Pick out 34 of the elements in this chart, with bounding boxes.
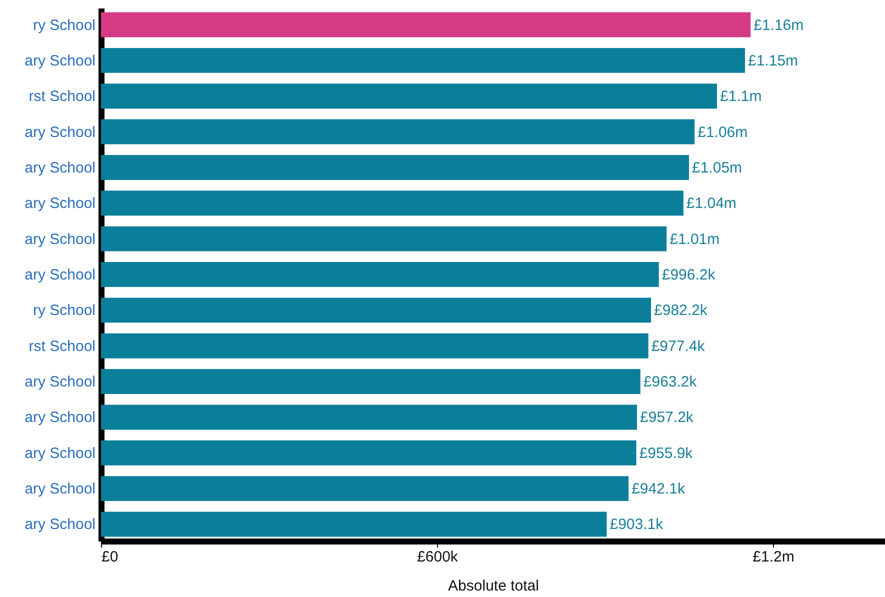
y-tick-label: ary School (24, 374, 96, 391)
y-tick-label: ary School (24, 159, 96, 176)
data-label: £942.1k (632, 480, 686, 498)
data-label: £1.16m (754, 16, 804, 34)
data-label: £1.05m (692, 159, 742, 176)
x-tick-label: £0 (102, 548, 118, 566)
x-tick-label: £600k (417, 548, 458, 566)
data-label: £1.15m (748, 52, 798, 70)
y-tick-label: ary School (24, 195, 96, 212)
data-label: £982.2k (654, 302, 708, 320)
data-label: £977.4k (651, 338, 706, 355)
y-tick-label: ary School (24, 266, 96, 284)
data-label: £1.01m (670, 230, 720, 248)
data-label: £957.2k (640, 409, 694, 426)
y-tick-label: ary School (24, 230, 96, 248)
y-tick-label: rst School (28, 338, 96, 355)
data-label: £963.2k (643, 374, 698, 391)
y-tick-label: ry School (32, 302, 96, 320)
x-axis-title: Absolute total (448, 578, 539, 594)
y-tick-label: ary School (24, 124, 96, 141)
y-tick-label: ry School (32, 16, 96, 34)
y-tick-label: ary School (24, 409, 96, 426)
y-tick-label: ary School (24, 516, 96, 534)
data-label: £996.2k (662, 266, 716, 284)
y-tick-label: ary School (24, 480, 96, 498)
y-tick-label: ary School (24, 444, 96, 462)
data-label: £903.1k (610, 516, 664, 534)
data-label: £1.04m (686, 195, 736, 212)
y-tick-label: rst School (28, 88, 96, 106)
x-tick-label: £1.2m (752, 548, 794, 566)
data-label: £955.9k (639, 444, 694, 462)
data-label: £1.06m (698, 124, 748, 141)
y-tick-label: ary School (24, 52, 96, 70)
data-label: £1.1m (720, 88, 762, 106)
